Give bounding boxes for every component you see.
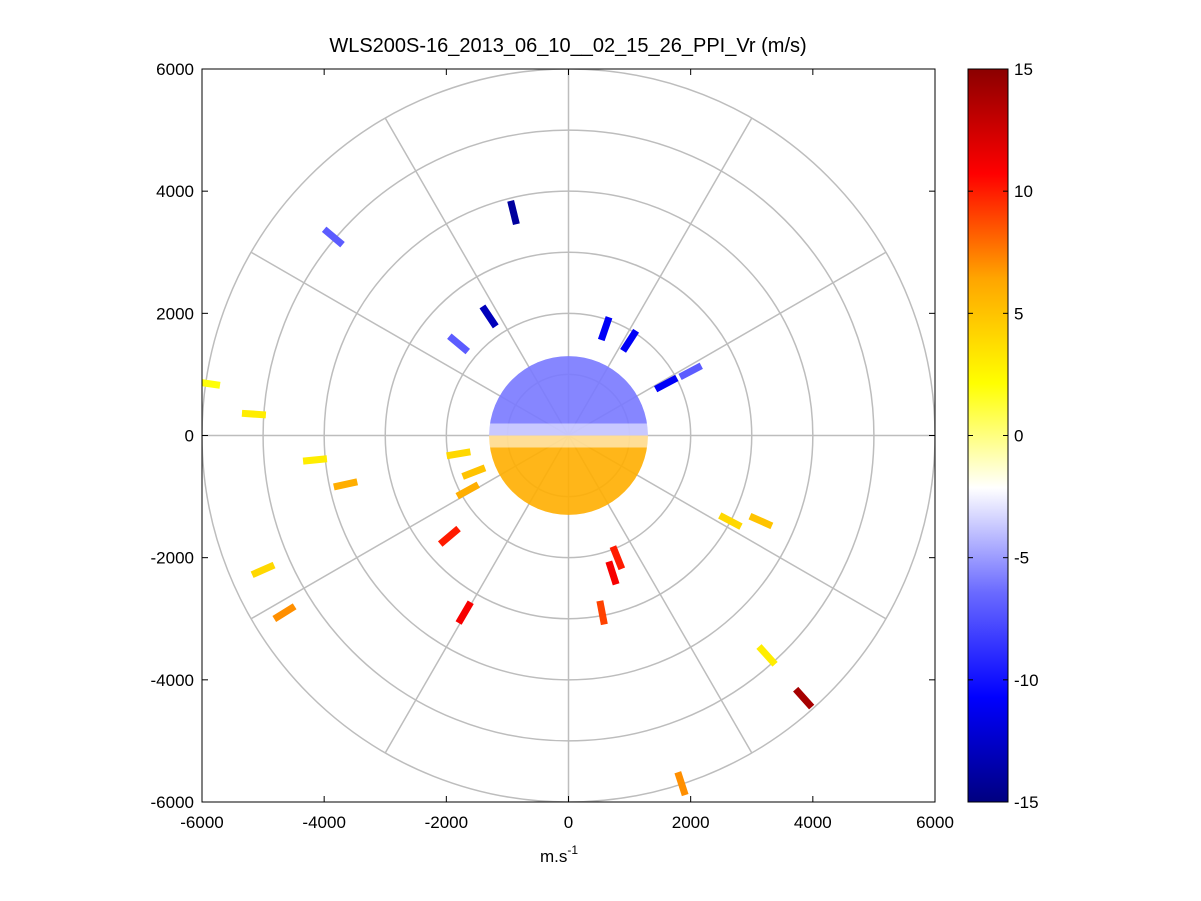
colorbar-ticks: 15 10 5 0 -5 -10 -15: [968, 60, 1039, 812]
x-axis-label: m.s-1: [540, 843, 578, 866]
range-gate: [446, 448, 471, 460]
range-gate: [605, 560, 620, 586]
y-tick-label: -2000: [151, 549, 194, 568]
x-axis: -6000 -4000 -2000 0 2000 4000 6000: [180, 69, 954, 832]
range-gate: [321, 226, 345, 248]
y-axis: 6000 4000 2000 0 -2000 -4000 -6000: [151, 60, 935, 812]
x-tick-label: 0: [564, 813, 573, 832]
range-gate: [620, 328, 640, 353]
x-tick-label: 2000: [672, 813, 710, 832]
range-gate: [250, 561, 276, 578]
colorbar-tick-label: 0: [1014, 427, 1023, 446]
range-gate: [793, 686, 815, 710]
y-tick-label: 6000: [156, 60, 194, 79]
range-gate: [437, 525, 461, 547]
x-tick-label: -2000: [425, 813, 468, 832]
x-tick-label: 4000: [794, 813, 832, 832]
inner-scan-negative: [489, 356, 648, 436]
colorbar-tick-label: 15: [1014, 60, 1033, 79]
range-gates: [202, 200, 815, 797]
inner-scan-area: [489, 356, 648, 515]
range-gate: [272, 603, 297, 622]
chart-title: WLS200S-16_2013_06_10__02_15_26_PPI_Vr (…: [329, 35, 806, 57]
colorbar: [967, 68, 1009, 803]
y-tick-label: 2000: [156, 304, 194, 323]
x-tick-label: -6000: [180, 813, 223, 832]
colorbar-tick-label: 5: [1014, 304, 1023, 323]
range-gate: [479, 304, 499, 329]
y-tick-label: 0: [185, 427, 194, 446]
range-gate: [718, 512, 743, 530]
inner-scan-positive: [489, 435, 648, 515]
y-tick-label: -6000: [151, 793, 194, 812]
range-gate: [333, 478, 359, 491]
x-tick-label: -4000: [302, 813, 345, 832]
range-gate: [609, 545, 626, 571]
range-gate: [455, 481, 480, 500]
colorbar-tick-label: -5: [1014, 549, 1029, 568]
colorbar-tick-label: 10: [1014, 182, 1033, 201]
inner-scan-transition: [489, 423, 648, 448]
range-gate: [756, 644, 778, 667]
range-gate: [653, 374, 679, 393]
colorbar-tick-label: -10: [1014, 671, 1039, 690]
range-gate: [748, 512, 774, 530]
colorbar-tick-label: -15: [1014, 793, 1039, 812]
range-gate: [507, 200, 520, 226]
range-gate: [241, 409, 267, 419]
range-gate: [447, 333, 471, 355]
y-tick-label: 4000: [156, 182, 194, 201]
range-gate: [596, 600, 608, 626]
range-gate: [597, 316, 613, 342]
range-gate: [302, 455, 328, 465]
x-tick-label: 6000: [916, 813, 954, 832]
range-gate: [455, 600, 474, 625]
range-gate: [202, 378, 221, 389]
range-gate: [678, 362, 703, 381]
range-gate: [461, 464, 487, 480]
range-gate: [674, 771, 689, 797]
y-tick-label: -4000: [151, 671, 194, 690]
